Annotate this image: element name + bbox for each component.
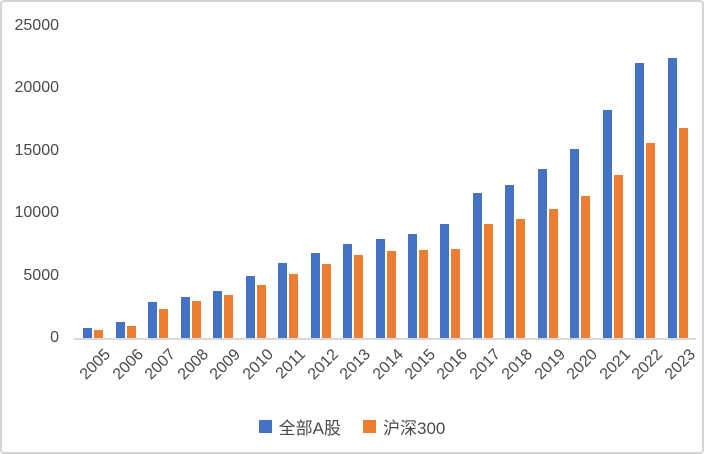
x-tick-label-2018: 2018 [499, 346, 537, 384]
x-tick-label-2015: 2015 [401, 346, 439, 384]
legend-label-csi300: 沪深300 [382, 419, 446, 438]
x-tick-label-2012: 2012 [304, 346, 342, 384]
bar-全部A股-2014 [375, 238, 385, 338]
legend-swatch-orange-icon [362, 420, 376, 433]
x-tick-label-2011: 2011 [272, 346, 310, 383]
bar-沪深300-2019 [548, 209, 558, 338]
x-tick-label-2019: 2019 [531, 346, 569, 384]
bar-沪深300-2023 [678, 127, 688, 338]
bar-全部A股-2007 [148, 302, 158, 338]
legend-item-all-a-shares: 全部A股 [258, 414, 341, 439]
x-tick-label-2008: 2008 [174, 346, 212, 384]
bar-沪深300-2013 [354, 255, 364, 338]
bar-全部A股-2011 [278, 263, 288, 338]
legend: 全部A股 沪深300 [2, 414, 702, 439]
x-tick-label-2021: 2021 [596, 346, 634, 384]
y-tick-label-25000: 25000 [14, 17, 60, 34]
bar-全部A股-2010 [245, 275, 255, 338]
x-tick-label-2020: 2020 [564, 346, 602, 384]
x-tick-label-2014: 2014 [369, 346, 407, 384]
bar-沪深300-2009 [224, 294, 234, 338]
plot-area [74, 26, 696, 340]
bar-沪深300-2007 [159, 308, 169, 338]
bar-沪深300-2018 [516, 219, 526, 338]
bar-全部A股-2019 [537, 168, 547, 338]
bar-沪深300-2006 [126, 325, 136, 338]
bar-沪深300-2005 [94, 330, 104, 338]
x-tick-label-2006: 2006 [109, 346, 147, 384]
bar-全部A股-2008 [180, 296, 190, 338]
x-tick-label-2010: 2010 [239, 346, 277, 384]
bar-全部A股-2018 [505, 184, 515, 338]
bar-全部A股-2009 [213, 290, 223, 338]
bar-沪深300-2014 [386, 251, 396, 338]
y-tick-label-20000: 20000 [14, 79, 60, 97]
legend-swatch-blue-icon [258, 420, 272, 433]
bar-沪深300-2010 [256, 284, 266, 338]
legend-label-all-a-shares: 全部A股 [278, 419, 341, 438]
bar-沪深300-2011 [289, 273, 299, 338]
bar-全部A股-2022 [635, 63, 645, 338]
y-tick-label-15000: 15000 [14, 141, 60, 159]
bar-全部A股-2021 [602, 110, 612, 338]
bar-沪深300-2020 [581, 196, 591, 338]
bar-沪深300-2008 [191, 300, 201, 338]
bar-沪深300-2017 [483, 224, 493, 338]
x-tick-label-2016: 2016 [434, 346, 472, 384]
bar-全部A股-2015 [407, 233, 417, 338]
legend-item-csi300: 沪深300 [362, 414, 446, 439]
x-tick-label-2023: 2023 [661, 346, 699, 384]
bar-全部A股-2013 [343, 243, 353, 338]
x-axis-line [74, 338, 696, 340]
bar-沪深300-2022 [646, 142, 656, 338]
bar-沪深300-2015 [418, 250, 428, 338]
bar-全部A股-2005 [83, 328, 93, 338]
bar-沪深300-2021 [613, 174, 623, 338]
bar-全部A股-2016 [440, 223, 450, 338]
x-tick-label-2013: 2013 [336, 346, 375, 384]
bar-全部A股-2017 [472, 192, 482, 338]
x-tick-label-2022: 2022 [629, 346, 667, 384]
y-tick-label-10000: 10000 [14, 204, 60, 222]
bar-全部A股-2023 [667, 58, 677, 338]
x-tick-label-2009: 2009 [206, 346, 245, 384]
bar-沪深300-2016 [451, 248, 461, 338]
x-tick-label-2007: 2007 [142, 346, 180, 384]
y-tick-label-5000: 5000 [23, 266, 59, 284]
y-tick-label-0: 0 [50, 329, 59, 346]
bar-全部A股-2012 [310, 253, 320, 338]
bar-全部A股-2006 [115, 321, 125, 338]
bar-全部A股-2020 [570, 148, 580, 338]
bar-沪深300-2012 [321, 264, 331, 338]
x-tick-label-2005: 2005 [77, 346, 115, 384]
x-tick-label-2017: 2017 [466, 346, 504, 384]
